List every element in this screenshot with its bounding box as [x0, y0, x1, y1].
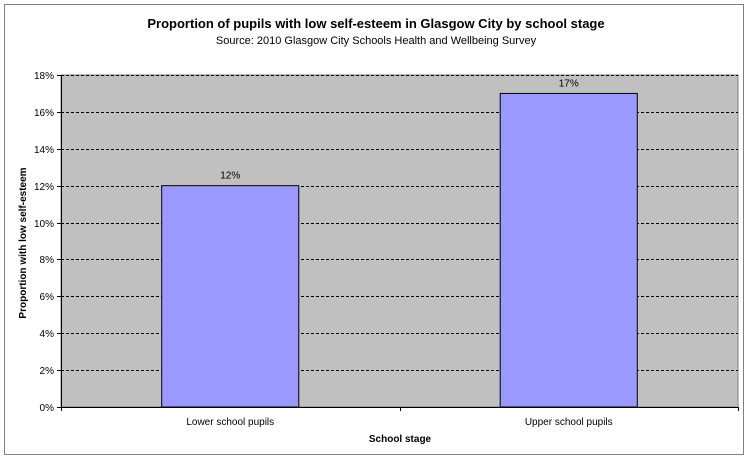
bar-1 [499, 92, 638, 408]
y-tick-label-5: 10% [34, 219, 54, 230]
data-label-1: 17% [559, 78, 579, 89]
bars [161, 92, 638, 408]
axes [57, 75, 739, 411]
y-tick-label-2: 4% [40, 329, 55, 340]
x-tick-label-1: Upper school pupils [525, 417, 613, 428]
y-tick-label-0: 0% [40, 403, 55, 414]
data-label-0: 12% [220, 171, 240, 182]
y-tick-labels: 0% 2% 4% 6% 8% 10% 12% 14% 16% 18% [34, 71, 54, 414]
y-axis-title: Proportion with low self-esteem [18, 167, 29, 318]
chart-title: Proportion of pupils with low self-estee… [147, 16, 604, 31]
x-tick-label-0: Lower school pupils [186, 417, 274, 428]
y-tick-label-8: 16% [34, 108, 54, 119]
y-tick-label-1: 2% [40, 366, 55, 377]
y-tick-label-9: 18% [34, 71, 54, 82]
y-tick-label-7: 14% [34, 145, 54, 156]
y-tick-label-6: 12% [34, 182, 54, 193]
data-labels: 12% 17% [220, 78, 579, 181]
y-tick-label-3: 6% [40, 292, 55, 303]
y-tick-label-4: 8% [40, 255, 55, 266]
bar-0 [161, 185, 300, 408]
x-axis-title: School stage [369, 434, 432, 445]
x-tick-labels: Lower school pupils Upper school pupils [186, 417, 612, 428]
chart-subtitle: Source: 2010 Glasgow City Schools Health… [216, 35, 537, 47]
